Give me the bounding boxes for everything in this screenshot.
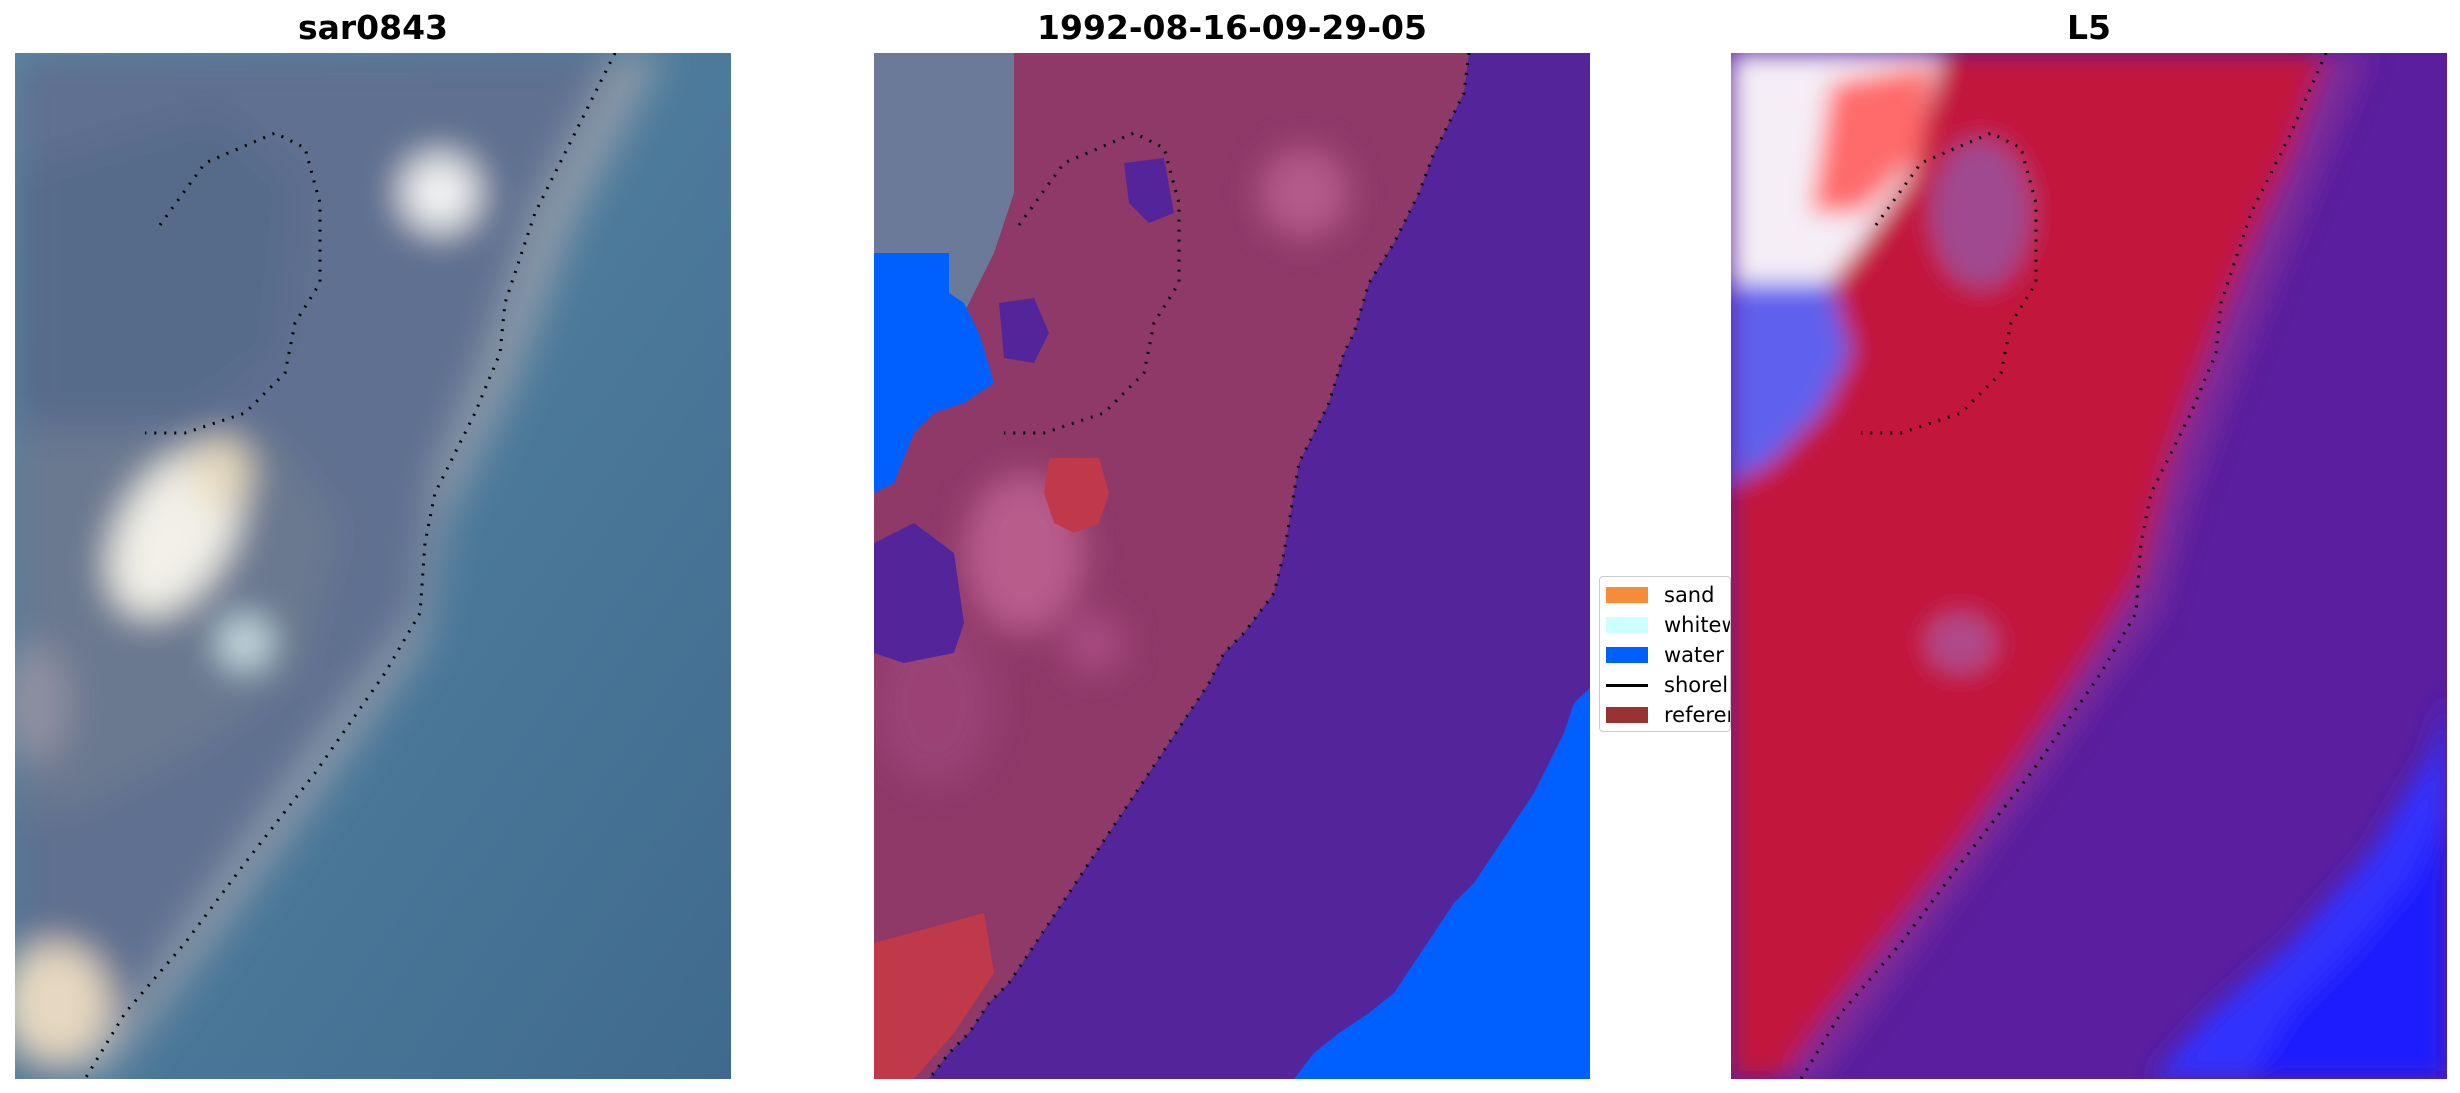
panel-title-rgb: sar0843 (297, 8, 449, 47)
legend-item-reference-shoreline: reference shoreline (1606, 702, 1730, 728)
shoreline-dots (83, 53, 617, 1079)
water-swatch (1606, 647, 1648, 663)
legend-label: sand (1664, 583, 1715, 607)
shoreline-line-icon (1606, 683, 1648, 687)
reference-shoreline-swatch (1606, 707, 1648, 723)
legend-item-sand: sand (1606, 582, 1714, 608)
rgb-image (15, 53, 731, 1079)
panel-title-classified: 1992-08-16-09-29-05 (1037, 8, 1427, 47)
whitewater-swatch (1606, 617, 1648, 633)
legend-item-shoreline: shoreline (1606, 672, 1730, 698)
rgb-image-panel (15, 53, 731, 1079)
index-image (1731, 53, 2447, 1079)
classified-image-panel (874, 53, 1590, 1079)
sand-swatch (1606, 587, 1648, 603)
legend-label: shoreline (1664, 673, 1730, 697)
legend-item-water: water (1606, 642, 1724, 668)
index-image-panel (1731, 53, 2447, 1079)
classified-image (874, 53, 1590, 1079)
panel-title-index: L5 (2067, 8, 2111, 47)
legend-label: water (1664, 643, 1724, 667)
legend-label: reference shoreline (1664, 703, 1730, 727)
